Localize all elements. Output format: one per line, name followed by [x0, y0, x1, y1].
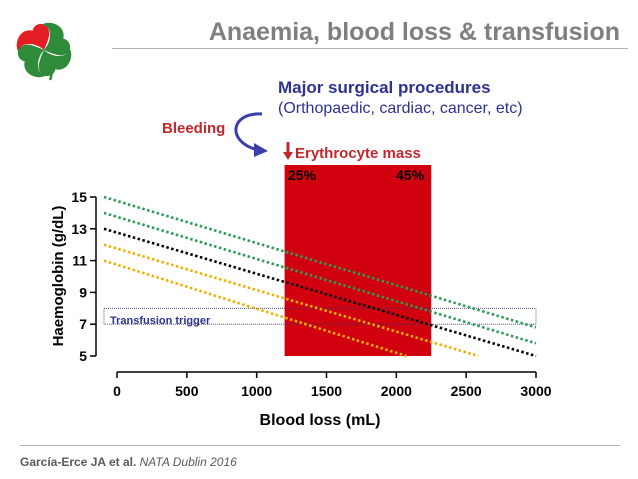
- y-tick-label-15: 15: [71, 189, 87, 205]
- down-arrow-icon: [283, 142, 293, 160]
- x-tick-label-1000: 1000: [241, 383, 272, 399]
- citation-source: NATA Dublin 2016: [139, 455, 237, 469]
- erythrocyte-loss-region: [284, 165, 432, 356]
- x-axis-label: Blood loss (mL): [260, 412, 381, 429]
- blood-loss-chart: Major surgical procedures (Orthopaedic, …: [50, 78, 552, 429]
- series-line-2: [103, 211, 537, 345]
- footer-divider: [20, 445, 620, 446]
- series-line-1: [103, 195, 537, 329]
- y-tick-label-9: 9: [79, 284, 87, 300]
- procedures-title: Major surgical procedures: [278, 78, 491, 97]
- curved-arrow-icon: [234, 112, 268, 157]
- procedures-subtitle: (Orthopaedic, cardiac, cancer, etc): [278, 100, 523, 117]
- y-tick-labels: 5 7 9 11 13 15: [71, 189, 96, 364]
- citation: García-Erce JA et al. NATA Dublin 2016: [20, 455, 237, 469]
- y-tick-label-7: 7: [79, 316, 87, 332]
- x-tick-labels: 0 500 1000 1500 2000 2500 3000: [113, 372, 552, 399]
- slide-title: Anaemia, blood loss & transfusion: [208, 18, 620, 46]
- x-tick-label-500: 500: [175, 383, 199, 399]
- series-line-4: [103, 243, 479, 358]
- percent-45-label: 45%: [396, 167, 425, 183]
- x-tick-label-2500: 2500: [451, 383, 482, 399]
- series-layer: [103, 195, 537, 358]
- bleeding-label: Bleeding: [162, 120, 225, 137]
- x-tick-label-0: 0: [113, 383, 121, 399]
- y-tick-label-11: 11: [72, 253, 87, 269]
- erythrocyte-label: Erythrocyte mass: [295, 145, 421, 162]
- clover-logo-icon: [16, 22, 72, 81]
- series-line-3: [103, 227, 537, 358]
- x-tick-label-2000: 2000: [381, 383, 412, 399]
- y-tick-label-5: 5: [79, 348, 87, 364]
- percent-25-label: 25%: [288, 167, 317, 183]
- y-tick-label-13: 13: [71, 221, 87, 237]
- citation-authors: García-Erce JA et al.: [20, 455, 137, 469]
- x-tick-label-3000: 3000: [520, 383, 551, 399]
- y-axis-label: Haemoglobin (g/dL): [50, 206, 67, 347]
- transfusion-trigger-label: Transfusion trigger: [110, 315, 211, 327]
- x-tick-label-1500: 1500: [311, 383, 342, 399]
- title-divider: [112, 48, 628, 49]
